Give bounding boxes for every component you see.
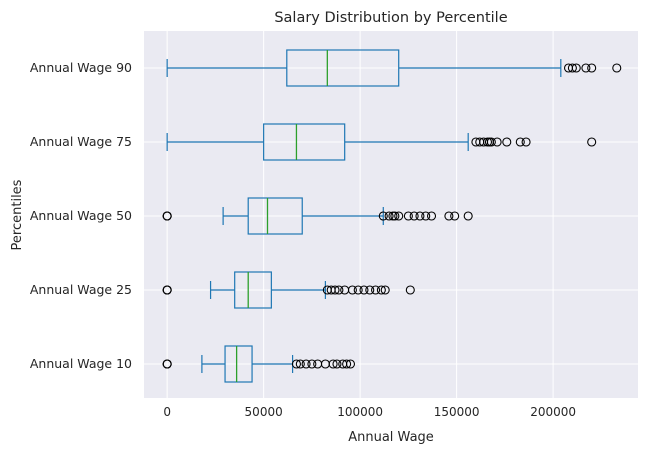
outlier-point: [587, 63, 597, 73]
box-group: [162, 197, 473, 235]
outlier-point: [450, 211, 460, 221]
box-iqr: [286, 49, 400, 87]
outlier-point: [380, 285, 390, 295]
x-tick-label: 200000: [530, 405, 576, 419]
outlier-point: [359, 285, 369, 295]
outlier-point: [378, 211, 388, 221]
outlier-point: [342, 359, 352, 369]
x-axis-label: Annual Wage: [348, 430, 434, 445]
outlier-point: [515, 137, 525, 147]
y-tick-label: Annual Wage 50: [30, 208, 132, 223]
outlier-point: [390, 211, 400, 221]
box-iqr: [263, 123, 346, 161]
outlier-point: [334, 285, 344, 295]
x-tick-label: 150000: [434, 405, 480, 419]
outlier-point: [162, 211, 172, 221]
outlier-point: [581, 63, 591, 73]
outlier-point: [486, 137, 496, 147]
x-tick-label: 0: [163, 405, 171, 419]
box-iqr: [234, 271, 272, 309]
outlier-point: [353, 285, 363, 295]
box-group: [166, 123, 597, 161]
outlier-point: [444, 211, 454, 221]
outlier-point: [384, 211, 394, 221]
x-tick-labels: 0 50000 100000 150000 200000: [163, 405, 576, 419]
outlier-point: [371, 285, 381, 295]
outlier-point: [365, 285, 375, 295]
y-tick-label: Annual Wage 25: [30, 282, 132, 297]
box-iqr: [247, 197, 303, 235]
outlier-point: [409, 211, 419, 221]
chart-title: Salary Distribution by Percentile: [274, 10, 507, 26]
outlier-point: [612, 63, 622, 73]
box-iqr: [224, 345, 253, 383]
outlier-point: [162, 359, 172, 369]
box-group: [162, 271, 415, 309]
outlier-point: [421, 211, 431, 221]
outlier-point: [328, 359, 338, 369]
outlier-point: [492, 137, 502, 147]
outlier-point: [330, 285, 340, 295]
box-group: [166, 49, 622, 87]
box-group: [162, 345, 356, 383]
outlier-point: [502, 137, 512, 147]
box-groups: [162, 49, 622, 383]
y-tick-labels: Annual Wage 10 Annual Wage 25 Annual Wage …: [30, 60, 132, 371]
outlier-point: [571, 63, 581, 73]
outlier-point: [521, 137, 531, 147]
outlier-point: [307, 359, 317, 369]
outlier-point: [463, 211, 473, 221]
outlier-point: [345, 359, 356, 369]
outlier-point: [403, 211, 413, 221]
outlier-point: [376, 285, 386, 295]
outlier-point: [415, 211, 425, 221]
y-axis-label: Percentiles: [10, 179, 25, 250]
outlier-point: [426, 211, 437, 221]
y-tick-label: Annual Wage 75: [30, 134, 132, 149]
outlier-point: [301, 359, 311, 369]
outlier-point: [394, 211, 404, 221]
outlier-point: [332, 359, 342, 369]
outlier-point: [162, 285, 172, 295]
outlier-point: [291, 359, 301, 369]
outlier-point: [295, 359, 305, 369]
x-tick-label: 100000: [337, 405, 383, 419]
y-tick-label: Annual Wage 90: [30, 60, 132, 75]
outlier-point: [347, 285, 357, 295]
outlier-point: [405, 285, 415, 295]
outlier-point: [567, 63, 577, 73]
x-tick-label: 50000: [245, 405, 283, 419]
outlier-point: [587, 137, 597, 147]
y-tick-label: Annual Wage 10: [30, 356, 132, 371]
